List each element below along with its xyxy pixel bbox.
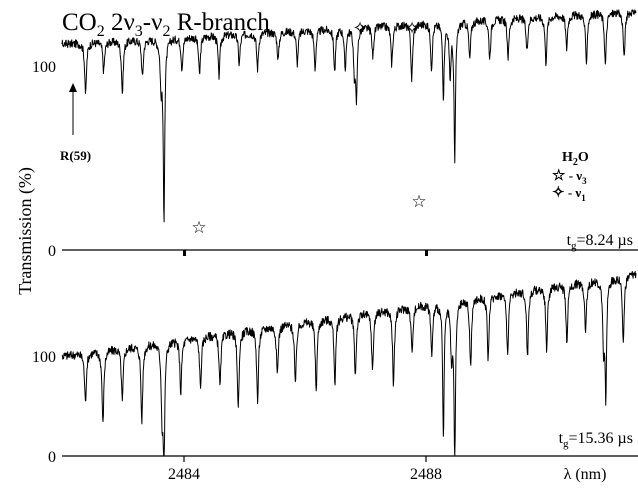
r59-arrow-head bbox=[69, 83, 77, 92]
y-tick-label-bottom-0: 0 bbox=[48, 449, 56, 466]
legend-item-v3: ☆ - ν3 bbox=[552, 168, 587, 186]
chart-title: CO2 2ν3-ν2 R-branch bbox=[62, 9, 270, 40]
y-tick-label-top-100: 100 bbox=[32, 59, 56, 76]
legend-title: H2O bbox=[562, 150, 589, 168]
top-axis-tick-2488 bbox=[425, 250, 428, 256]
x-axis-label: λ (nm) bbox=[564, 466, 607, 483]
top-panel-trace bbox=[61, 9, 637, 223]
legend-item-v1: ✧ - ν1 bbox=[552, 185, 586, 203]
h2o-v1-marker-2: ✧ bbox=[404, 18, 419, 38]
bottom-panel-time-label: tg=15.36 µs bbox=[559, 430, 633, 450]
x-tick-label-2488: 2488 bbox=[410, 466, 442, 483]
h2o-v3-marker-2: ☆ bbox=[411, 192, 426, 211]
h2o-v1-marker-1: ✧ bbox=[352, 18, 367, 38]
top-panel-time-label: tg=8.24 µs bbox=[567, 232, 633, 252]
r59-label: R(59) bbox=[60, 148, 91, 163]
bottom-panel-trace bbox=[61, 270, 637, 457]
y-tick-label-top-0: 0 bbox=[48, 243, 56, 260]
y-axis-label: Transmission (%) bbox=[15, 167, 36, 295]
y-tick-label-bottom-100: 100 bbox=[32, 349, 56, 366]
x-tick-label-2484: 2484 bbox=[168, 466, 200, 483]
h2o-v3-marker-1: ☆ bbox=[191, 218, 206, 237]
top-axis-tick-2484 bbox=[183, 250, 186, 256]
